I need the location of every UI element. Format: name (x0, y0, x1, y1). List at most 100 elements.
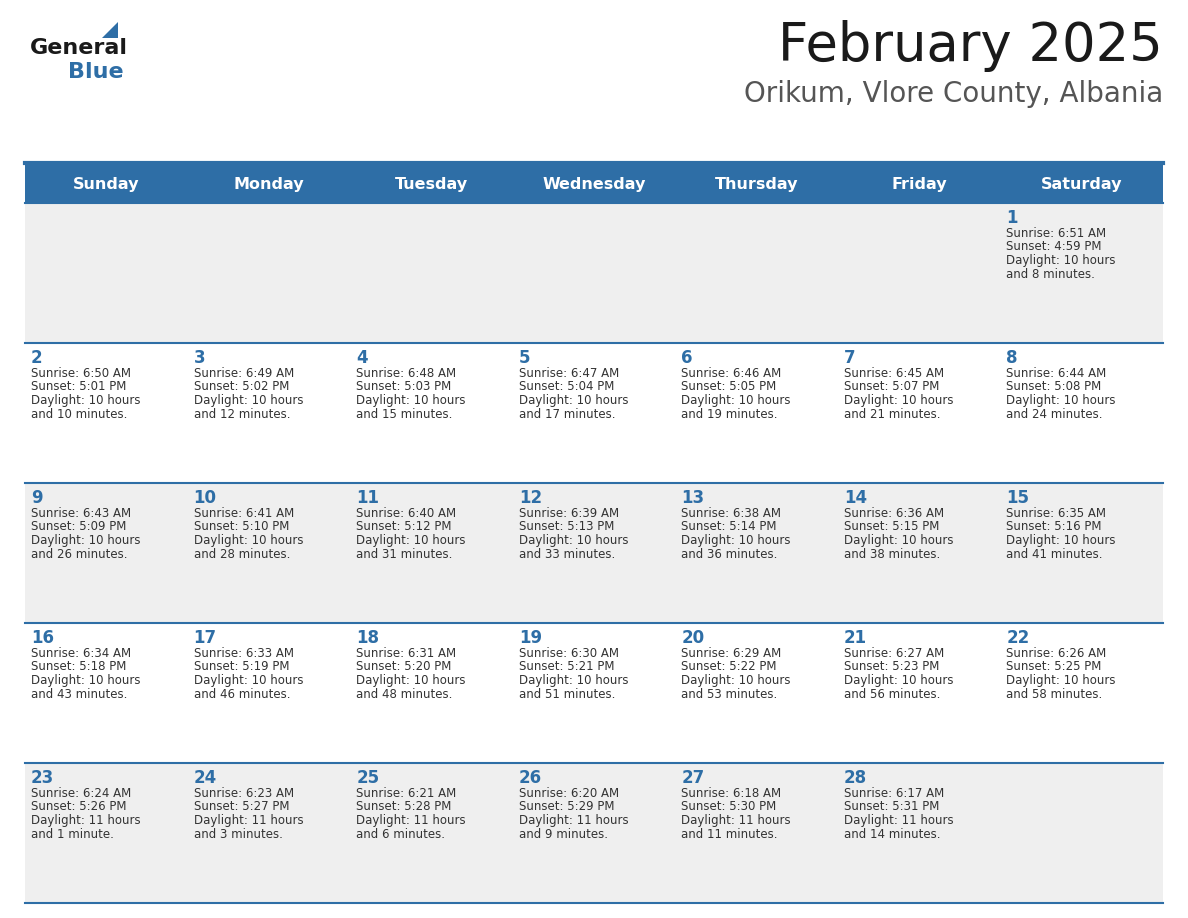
Bar (513, 203, 675, 343)
Text: 4: 4 (356, 349, 368, 367)
Text: Sunset: 5:10 PM: Sunset: 5:10 PM (194, 521, 289, 533)
Text: Sunset: 5:23 PM: Sunset: 5:23 PM (843, 660, 940, 674)
Text: 7: 7 (843, 349, 855, 367)
Bar (838, 343, 1000, 483)
Text: 8: 8 (1006, 349, 1018, 367)
Text: Wednesday: Wednesday (542, 176, 646, 192)
Text: Sunrise: 6:39 AM: Sunrise: 6:39 AM (519, 507, 619, 520)
Text: Daylight: 10 hours: Daylight: 10 hours (194, 674, 303, 687)
Text: Sunrise: 6:30 AM: Sunrise: 6:30 AM (519, 647, 619, 660)
Text: Daylight: 10 hours: Daylight: 10 hours (31, 394, 140, 407)
Bar (25, 763, 188, 903)
Text: and 15 minutes.: and 15 minutes. (356, 408, 453, 420)
Text: Daylight: 10 hours: Daylight: 10 hours (519, 534, 628, 547)
Text: Sunrise: 6:41 AM: Sunrise: 6:41 AM (194, 507, 293, 520)
Text: and 6 minutes.: and 6 minutes. (356, 827, 446, 841)
Text: Sunset: 5:27 PM: Sunset: 5:27 PM (194, 800, 289, 813)
Bar (838, 203, 1000, 343)
Text: Sunset: 5:31 PM: Sunset: 5:31 PM (843, 800, 940, 813)
Text: and 28 minutes.: and 28 minutes. (194, 547, 290, 561)
Bar (675, 343, 838, 483)
Text: Sunset: 5:05 PM: Sunset: 5:05 PM (681, 380, 777, 394)
Text: Thursday: Thursday (715, 176, 798, 192)
Bar (675, 623, 838, 763)
Text: Daylight: 10 hours: Daylight: 10 hours (356, 534, 466, 547)
Text: and 48 minutes.: and 48 minutes. (356, 688, 453, 700)
Text: Sunrise: 6:51 AM: Sunrise: 6:51 AM (1006, 227, 1106, 240)
Text: 13: 13 (681, 489, 704, 507)
Text: and 36 minutes.: and 36 minutes. (681, 547, 778, 561)
Bar (25, 623, 188, 763)
Text: Sunset: 5:30 PM: Sunset: 5:30 PM (681, 800, 777, 813)
Text: and 9 minutes.: and 9 minutes. (519, 827, 608, 841)
Bar (188, 763, 350, 903)
Text: Sunset: 5:25 PM: Sunset: 5:25 PM (1006, 660, 1101, 674)
Text: Tuesday: Tuesday (394, 176, 468, 192)
Text: and 21 minutes.: and 21 minutes. (843, 408, 941, 420)
Text: 24: 24 (194, 769, 217, 787)
Bar (350, 165, 513, 203)
Text: 10: 10 (194, 489, 216, 507)
Text: Daylight: 11 hours: Daylight: 11 hours (843, 814, 954, 827)
Text: and 11 minutes.: and 11 minutes. (681, 827, 778, 841)
Text: Sunrise: 6:20 AM: Sunrise: 6:20 AM (519, 787, 619, 800)
Text: Sunrise: 6:45 AM: Sunrise: 6:45 AM (843, 367, 944, 380)
Text: 5: 5 (519, 349, 530, 367)
Text: Daylight: 10 hours: Daylight: 10 hours (1006, 674, 1116, 687)
Text: Daylight: 11 hours: Daylight: 11 hours (31, 814, 140, 827)
Text: Sunset: 5:20 PM: Sunset: 5:20 PM (356, 660, 451, 674)
Bar (513, 343, 675, 483)
Text: and 53 minutes.: and 53 minutes. (681, 688, 777, 700)
Text: Monday: Monday (234, 176, 304, 192)
Text: Sunrise: 6:44 AM: Sunrise: 6:44 AM (1006, 367, 1107, 380)
Text: and 24 minutes.: and 24 minutes. (1006, 408, 1102, 420)
Text: and 3 minutes.: and 3 minutes. (194, 827, 283, 841)
Bar (188, 623, 350, 763)
Bar (350, 763, 513, 903)
Text: Daylight: 10 hours: Daylight: 10 hours (681, 674, 791, 687)
Text: Sunset: 5:13 PM: Sunset: 5:13 PM (519, 521, 614, 533)
Text: and 26 minutes.: and 26 minutes. (31, 547, 127, 561)
Bar (1000, 623, 1163, 763)
Bar (838, 763, 1000, 903)
Text: Daylight: 10 hours: Daylight: 10 hours (1006, 254, 1116, 267)
Text: Daylight: 11 hours: Daylight: 11 hours (681, 814, 791, 827)
Bar (188, 483, 350, 623)
Text: and 10 minutes.: and 10 minutes. (31, 408, 127, 420)
Text: and 14 minutes.: and 14 minutes. (843, 827, 941, 841)
Polygon shape (102, 22, 118, 38)
Text: and 19 minutes.: and 19 minutes. (681, 408, 778, 420)
Text: 27: 27 (681, 769, 704, 787)
Text: Orikum, Vlore County, Albania: Orikum, Vlore County, Albania (744, 80, 1163, 108)
Bar (188, 165, 350, 203)
Text: Blue: Blue (68, 62, 124, 82)
Bar (1000, 763, 1163, 903)
Text: Sunrise: 6:21 AM: Sunrise: 6:21 AM (356, 787, 456, 800)
Bar (513, 483, 675, 623)
Bar (1000, 203, 1163, 343)
Text: Daylight: 10 hours: Daylight: 10 hours (31, 674, 140, 687)
Text: Sunrise: 6:46 AM: Sunrise: 6:46 AM (681, 367, 782, 380)
Text: and 58 minutes.: and 58 minutes. (1006, 688, 1102, 700)
Text: 18: 18 (356, 629, 379, 647)
Text: Daylight: 10 hours: Daylight: 10 hours (194, 534, 303, 547)
Text: Daylight: 10 hours: Daylight: 10 hours (356, 394, 466, 407)
Text: Daylight: 10 hours: Daylight: 10 hours (519, 394, 628, 407)
Text: Sunrise: 6:36 AM: Sunrise: 6:36 AM (843, 507, 944, 520)
Text: Daylight: 11 hours: Daylight: 11 hours (356, 814, 466, 827)
Text: 2: 2 (31, 349, 43, 367)
Text: Sunrise: 6:49 AM: Sunrise: 6:49 AM (194, 367, 293, 380)
Bar (350, 203, 513, 343)
Text: Sunset: 5:26 PM: Sunset: 5:26 PM (31, 800, 126, 813)
Bar (675, 165, 838, 203)
Text: Sunrise: 6:47 AM: Sunrise: 6:47 AM (519, 367, 619, 380)
Bar (1000, 483, 1163, 623)
Text: Saturday: Saturday (1041, 176, 1123, 192)
Bar (350, 343, 513, 483)
Text: and 33 minutes.: and 33 minutes. (519, 547, 615, 561)
Text: Sunset: 5:28 PM: Sunset: 5:28 PM (356, 800, 451, 813)
Text: Daylight: 10 hours: Daylight: 10 hours (356, 674, 466, 687)
Bar (675, 483, 838, 623)
Bar (350, 623, 513, 763)
Text: Sunrise: 6:24 AM: Sunrise: 6:24 AM (31, 787, 131, 800)
